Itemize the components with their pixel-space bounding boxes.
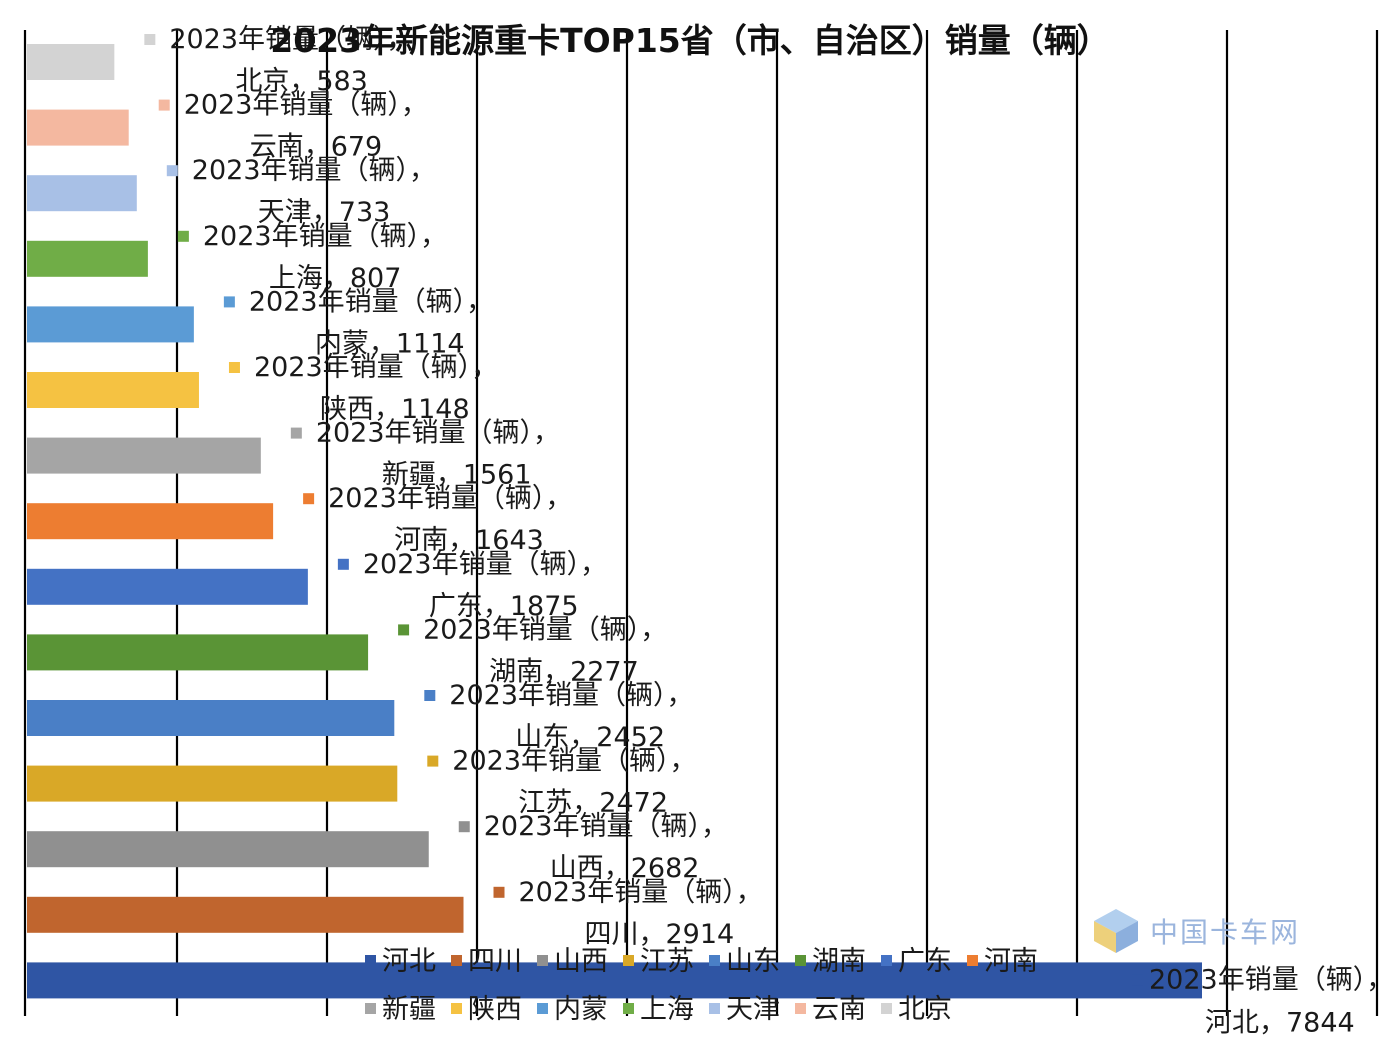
data-label-value-河南: 河南，1643 — [394, 525, 544, 556]
legend-swatch-广东 — [881, 955, 892, 966]
legend-swatch-北京 — [881, 1003, 892, 1014]
legend-label-天津[interactable]: 天津 — [726, 994, 780, 1025]
chart-title: 2023年新能源重卡TOP15省（市、自治区）销量（辆） — [270, 21, 1110, 60]
data-label-value-广东: 广东，1875 — [429, 591, 579, 622]
legend-label-内蒙[interactable]: 内蒙 — [554, 994, 608, 1025]
truck-logo-icon — [1094, 909, 1138, 953]
legend-label-河南[interactable]: 河南 — [984, 946, 1038, 977]
data-label-marker-山东 — [424, 690, 436, 701]
data-label-marker-内蒙 — [223, 296, 235, 308]
legend-label-新疆[interactable]: 新疆 — [382, 994, 436, 1025]
legend-swatch-上海 — [623, 1003, 634, 1014]
legend-swatch-云南 — [795, 1003, 806, 1014]
legend-swatch-天津 — [709, 1003, 720, 1014]
data-label-series-广东: 2023年销量（辆）， — [363, 549, 607, 580]
data-label-value-云南: 云南，679 — [250, 132, 383, 163]
data-label-marker-陕西 — [228, 362, 240, 373]
data-label-value-江苏: 江苏，2472 — [518, 788, 668, 819]
bar-北京[interactable] — [27, 44, 115, 80]
data-label-value-内蒙: 内蒙，1114 — [315, 328, 465, 359]
legend-label-北京[interactable]: 北京 — [898, 994, 952, 1025]
data-label-series-山东: 2023年销量（辆）， — [449, 680, 693, 711]
bar-上海[interactable] — [27, 240, 148, 277]
legend-label-上海[interactable]: 上海 — [640, 994, 694, 1025]
bar-陕西[interactable] — [27, 372, 199, 408]
legend-label-湖南[interactable]: 湖南 — [812, 946, 866, 977]
bar-云南[interactable] — [27, 109, 129, 146]
bar-江苏[interactable] — [27, 765, 398, 802]
data-label-marker-天津 — [166, 165, 178, 177]
legend-swatch-湖南 — [795, 955, 806, 966]
legend-swatch-江苏 — [623, 955, 634, 966]
data-label-value-四川: 四川，2914 — [585, 919, 735, 950]
data-label-marker-新疆 — [290, 427, 302, 439]
data-label-marker-四川 — [493, 886, 505, 898]
data-label-series-河北: 2023年销量（辆）， — [1149, 964, 1393, 995]
legend-label-四川[interactable]: 四川 — [468, 946, 522, 977]
legend-swatch-山东 — [709, 955, 720, 966]
data-label-marker-上海 — [177, 230, 189, 242]
data-label-series-云南: 2023年销量（辆）， — [184, 90, 428, 121]
data-label-series-河南: 2023年销量（辆）， — [328, 483, 572, 514]
data-label-series-湖南: 2023年销量（辆）， — [423, 614, 667, 645]
legend-label-云南[interactable]: 云南 — [812, 994, 866, 1025]
bar-河南[interactable] — [27, 503, 274, 540]
legend-swatch-新疆 — [365, 1003, 376, 1014]
data-label-series-四川: 2023年销量（辆）， — [519, 877, 763, 908]
data-label-series-新疆: 2023年销量（辆）， — [316, 418, 560, 449]
bar-广东[interactable] — [27, 568, 308, 605]
bar-内蒙[interactable] — [27, 306, 194, 343]
data-label-value-上海: 上海，807 — [269, 263, 402, 294]
legend-label-陕西[interactable]: 陕西 — [468, 994, 522, 1025]
data-label-marker-北京 — [144, 34, 156, 45]
bar-河北[interactable] — [27, 962, 1202, 999]
bar-湖南[interactable] — [27, 634, 369, 671]
bar-山东[interactable] — [27, 700, 395, 736]
watermark-text: 中国卡车网 — [1150, 916, 1301, 949]
bar-天津[interactable] — [27, 175, 137, 212]
data-label-marker-河北 — [1132, 974, 1143, 986]
data-label-value-北京: 北京，583 — [235, 66, 368, 97]
data-label-marker-江苏 — [427, 755, 439, 767]
legend-swatch-四川 — [451, 955, 462, 966]
watermark: 中国卡车网 — [1090, 905, 1340, 1000]
data-label-marker-广东 — [337, 558, 349, 570]
data-label-value-湖南: 湖南，2277 — [489, 656, 639, 687]
legend-swatch-河北 — [365, 955, 376, 966]
legend-swatch-河南 — [967, 955, 978, 966]
data-label-series-上海: 2023年销量（辆）， — [203, 221, 447, 252]
data-label-marker-河南 — [303, 493, 315, 505]
data-label-value-天津: 天津，733 — [258, 197, 391, 228]
data-label-value-新疆: 新疆，1561 — [382, 460, 532, 491]
legend-label-河北[interactable]: 河北 — [382, 946, 436, 977]
data-label-marker-湖南 — [398, 624, 410, 636]
data-label-series-江苏: 2023年销量（辆）， — [452, 746, 696, 777]
bar-山西[interactable] — [27, 831, 429, 868]
data-label-value-山西: 山西，2682 — [550, 853, 700, 884]
data-label-marker-山西 — [458, 821, 470, 833]
data-label-series-北京: 2023年销量（辆）， — [169, 24, 413, 55]
data-label-series-内蒙: 2023年销量（辆）， — [249, 286, 493, 317]
data-label-series-天津: 2023年销量（辆）， — [192, 155, 436, 186]
data-label-value-陕西: 陕西，1148 — [320, 394, 470, 425]
legend-label-江苏[interactable]: 江苏 — [640, 946, 694, 977]
legend-label-广东[interactable]: 广东 — [898, 946, 952, 977]
data-label-value-河北: 河北，7844 — [1205, 1007, 1355, 1038]
legend-label-山东[interactable]: 山东 — [726, 946, 780, 977]
legend-swatch-山西 — [537, 955, 548, 966]
data-label-series-陕西: 2023年销量（辆）， — [254, 352, 498, 383]
data-label-series-山西: 2023年销量（辆）， — [484, 811, 728, 842]
legend-swatch-陕西 — [451, 1003, 462, 1014]
legend-label-山西[interactable]: 山西 — [554, 946, 608, 977]
bar-四川[interactable] — [27, 896, 464, 933]
data-label-marker-云南 — [158, 99, 170, 111]
legend-swatch-内蒙 — [537, 1003, 548, 1014]
bar-新疆[interactable] — [27, 437, 261, 474]
data-label-value-山东: 山东，2452 — [515, 722, 665, 753]
